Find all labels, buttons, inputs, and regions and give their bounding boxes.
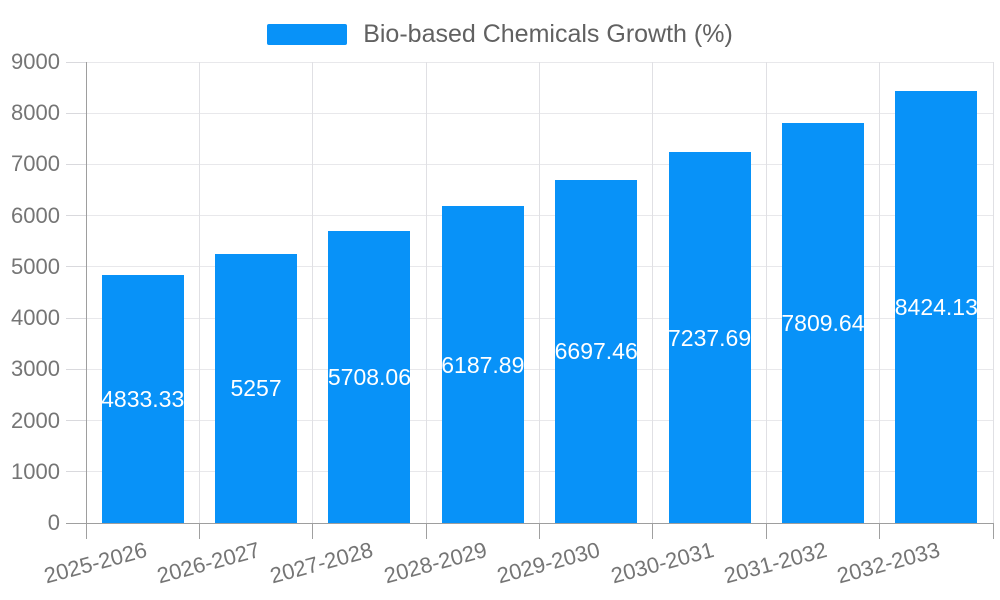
- y-tick-label: 3000: [11, 356, 60, 382]
- v-gridline: [425, 62, 427, 523]
- y-tick-label: 8000: [11, 100, 60, 126]
- bar[interactable]: [555, 179, 638, 523]
- v-gridline: [652, 62, 654, 523]
- y-tick: [66, 61, 86, 63]
- bar[interactable]: [328, 230, 411, 523]
- x-axis-line: [86, 522, 993, 524]
- y-tick-label: 4000: [11, 305, 60, 331]
- x-tick: [198, 523, 200, 539]
- x-tick: [992, 523, 994, 539]
- bar[interactable]: [101, 275, 184, 523]
- y-tick: [66, 215, 86, 217]
- y-tick-label: 2000: [11, 407, 60, 433]
- v-gridline: [312, 62, 314, 523]
- v-gridline: [879, 62, 881, 523]
- x-tick: [539, 523, 540, 539]
- y-tick: [66, 163, 86, 165]
- bar[interactable]: [895, 91, 978, 523]
- legend-label: Bio-based Chemicals Growth (%): [363, 19, 733, 48]
- y-tick-label: 9000: [11, 49, 60, 74]
- x-tick: [85, 523, 87, 539]
- y-tick: [66, 266, 86, 268]
- bar[interactable]: [215, 253, 298, 523]
- y-tick: [66, 112, 86, 114]
- y-tick: [66, 317, 86, 319]
- x-tick: [425, 523, 427, 539]
- v-gridline: [198, 62, 200, 523]
- y-axis-line: [85, 62, 87, 523]
- y-tick-label: 7000: [11, 151, 60, 177]
- y-tick: [66, 471, 86, 473]
- v-gridline: [992, 62, 994, 523]
- bar[interactable]: [781, 122, 864, 523]
- y-tick-label: 1000: [11, 458, 60, 484]
- x-tick: [765, 523, 767, 539]
- x-tick: [652, 523, 654, 539]
- bar[interactable]: [441, 206, 524, 523]
- x-tick: [312, 523, 314, 539]
- legend-swatch-icon: [267, 23, 348, 45]
- x-tick: [879, 523, 881, 539]
- y-tick-label: 6000: [11, 202, 60, 228]
- y-tick: [66, 522, 86, 524]
- y-tick-label: 0: [47, 510, 60, 535]
- v-gridline: [765, 62, 767, 523]
- v-gridline: [539, 62, 540, 523]
- bar[interactable]: [668, 152, 751, 523]
- y-tick-label: 5000: [11, 253, 60, 279]
- y-tick: [66, 420, 86, 422]
- legend[interactable]: Bio-based Chemicals Growth (%): [0, 18, 1000, 50]
- y-tick: [66, 368, 86, 370]
